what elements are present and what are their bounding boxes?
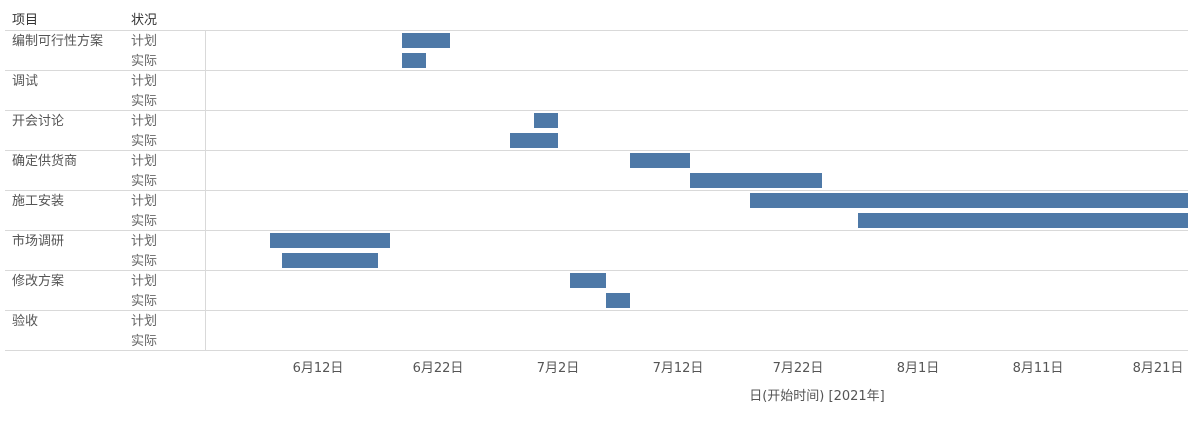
plan-bar bbox=[570, 273, 606, 288]
status-label-actual: 实际 bbox=[131, 94, 157, 109]
status-label-actual: 实际 bbox=[131, 214, 157, 229]
status-label-plan: 计划 bbox=[131, 114, 157, 129]
actual-bar bbox=[690, 173, 822, 188]
x-tick-label: 6月22日 bbox=[413, 361, 464, 376]
actual-bar bbox=[282, 253, 378, 268]
status-label-actual: 实际 bbox=[131, 134, 157, 149]
actual-bar bbox=[402, 53, 426, 68]
plan-bar bbox=[750, 193, 1188, 208]
status-label-plan: 计划 bbox=[131, 274, 157, 289]
plan-bar bbox=[402, 33, 450, 48]
status-label-actual: 实际 bbox=[131, 254, 157, 269]
task-name-label: 开会讨论 bbox=[12, 114, 64, 129]
task-name-label: 修改方案 bbox=[12, 273, 64, 289]
status-label-actual: 实际 bbox=[131, 294, 157, 309]
x-tick-label: 8月11日 bbox=[1013, 361, 1064, 376]
status-label-plan: 计划 bbox=[131, 74, 157, 89]
task-name-label: 编制可行性方案 bbox=[12, 33, 103, 49]
status-column-header: 状况 bbox=[131, 13, 157, 28]
actual-bar bbox=[858, 213, 1188, 228]
x-tick-label: 7月12日 bbox=[653, 361, 704, 376]
actual-bar bbox=[510, 133, 558, 148]
task-name-label: 验收 bbox=[12, 313, 38, 329]
status-label-plan: 计划 bbox=[131, 314, 157, 329]
x-tick-label: 6月12日 bbox=[293, 361, 344, 376]
task-name-label: 确定供货商 bbox=[12, 153, 77, 169]
plan-bar bbox=[630, 153, 690, 168]
task-name-label: 施工安装 bbox=[12, 194, 64, 209]
task-name-label: 调试 bbox=[12, 74, 38, 89]
status-label-actual: 实际 bbox=[131, 334, 157, 349]
status-label-plan: 计划 bbox=[131, 234, 157, 249]
project-column-header: 项目 bbox=[12, 13, 38, 28]
status-label-plan: 计划 bbox=[131, 154, 157, 169]
bars-layer bbox=[270, 33, 1188, 308]
status-label-actual: 实际 bbox=[131, 174, 157, 189]
actual-bar bbox=[606, 293, 630, 308]
x-tick-label: 7月2日 bbox=[537, 361, 580, 376]
x-tick-label: 8月21日 bbox=[1133, 361, 1184, 376]
x-tick-label: 7月22日 bbox=[773, 361, 824, 376]
x-axis-title: 日(开始时间) [2021年] bbox=[749, 389, 885, 404]
plan-bar bbox=[270, 233, 390, 248]
x-axis-ticks: 6月12日 6月22日 7月2日 7月12日 7月22日 8月1日 8月11日 8月21日 bbox=[293, 361, 1184, 376]
status-label-plan: 计划 bbox=[131, 194, 157, 209]
status-label-plan: 计划 bbox=[131, 34, 157, 49]
status-label-actual: 实际 bbox=[131, 54, 157, 69]
grid-lines bbox=[5, 30, 1188, 351]
x-tick-label: 8月1日 bbox=[897, 361, 940, 376]
plan-bar bbox=[534, 113, 558, 128]
task-name-label: 市场调研 bbox=[12, 233, 64, 249]
